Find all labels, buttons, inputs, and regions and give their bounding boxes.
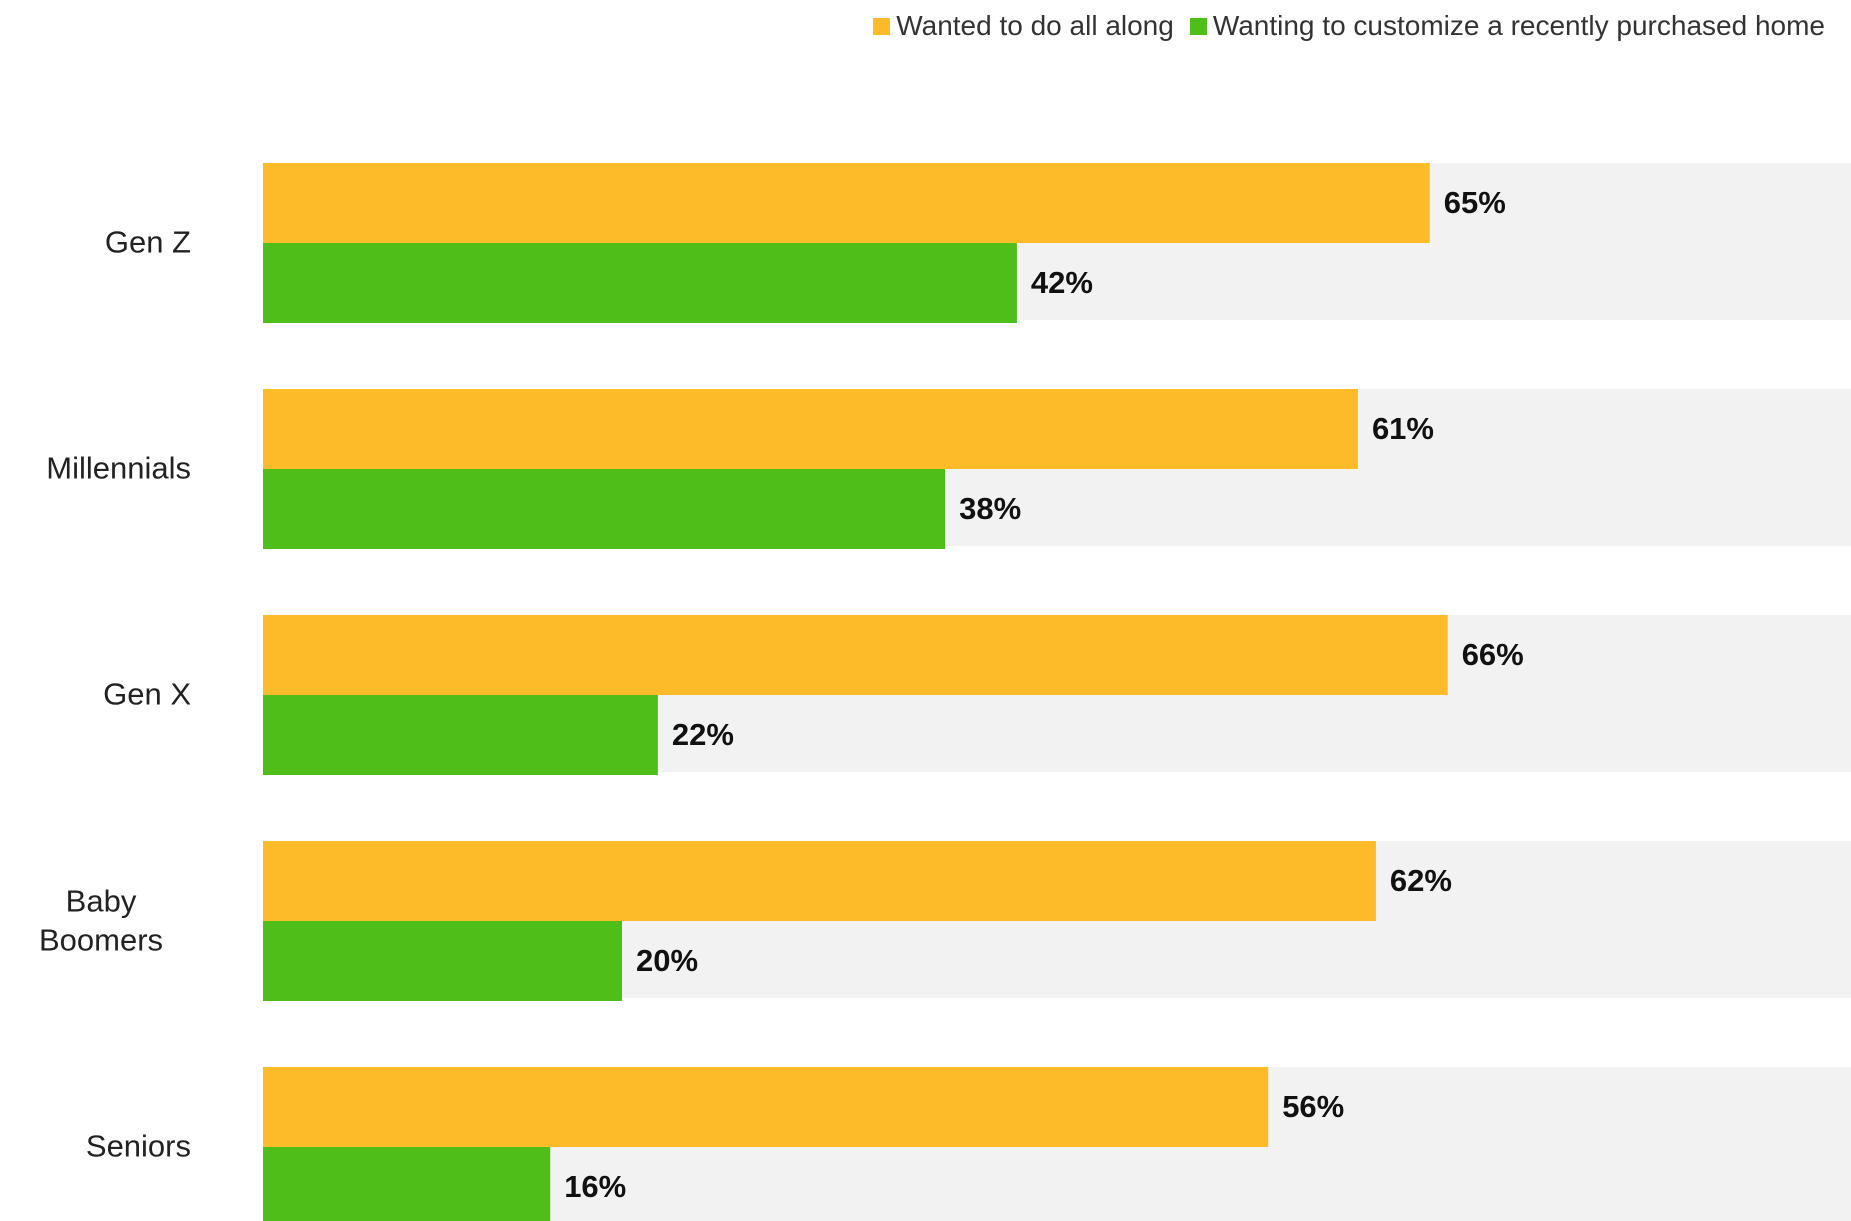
category-text: Seniors [85,1128,191,1164]
legend-swatch [1189,17,1207,35]
bar [263,615,1448,695]
category-label: Gen X [0,676,191,715]
value-label: 66% [1462,637,1524,672]
category-text: Millennials [46,450,191,486]
value-label: 20% [636,943,698,978]
bar [263,841,1376,921]
bar [263,1147,551,1221]
category-label: Millennials [0,450,191,489]
value-label: 22% [672,717,734,752]
bar [263,243,1017,323]
legend-swatch [873,17,891,35]
category-label: Gen Z [0,224,191,263]
value-label: 56% [1282,1089,1344,1124]
value-label: 42% [1031,265,1093,300]
bar [263,1067,1269,1147]
category-label: Seniors [0,1128,191,1167]
category-label: Baby Boomers [0,882,191,960]
category-text: Baby Boomers [38,883,164,957]
value-label: 38% [959,491,1021,526]
value-label: 65% [1444,185,1506,220]
value-label: 16% [564,1169,626,1204]
bar [263,469,946,549]
category-text: Gen X [103,676,191,712]
category-text: Gen Z [104,224,191,260]
legend-item: Wanted to do all along [873,10,1174,42]
legend: Wanted to do all along Wanting to customi… [873,10,1825,42]
bar [263,695,658,775]
value-label: 62% [1390,863,1452,898]
bar [263,389,1358,469]
bar [263,921,622,1001]
legend-label: Wanted to do all along [896,10,1174,41]
value-label: 61% [1372,411,1434,446]
legend-item: Wanting to customize a recently purchase… [1189,10,1825,42]
legend-label: Wanting to customize a recently purchase… [1212,10,1825,41]
bar [263,163,1430,243]
